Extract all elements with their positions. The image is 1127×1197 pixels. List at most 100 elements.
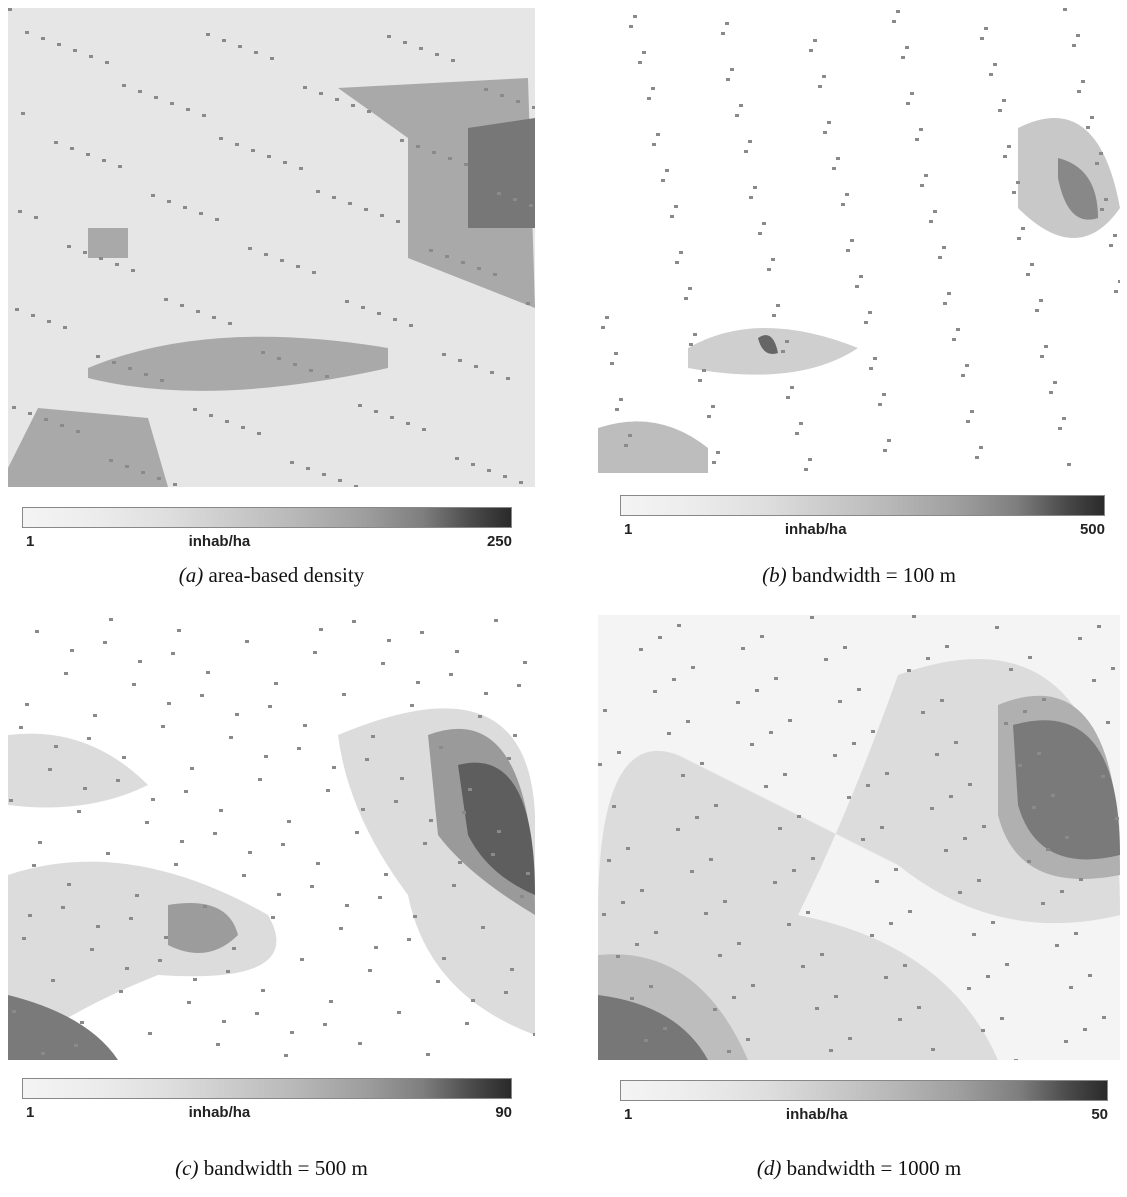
building bbox=[898, 1018, 902, 1021]
building bbox=[1037, 752, 1041, 755]
building bbox=[8, 8, 12, 11]
building bbox=[335, 98, 339, 101]
building bbox=[186, 108, 190, 111]
building bbox=[145, 821, 149, 824]
building bbox=[361, 808, 365, 811]
building bbox=[358, 1042, 362, 1045]
building bbox=[257, 432, 261, 435]
building bbox=[753, 186, 757, 189]
building bbox=[342, 693, 346, 696]
building bbox=[520, 895, 524, 898]
building bbox=[374, 946, 378, 949]
building bbox=[455, 650, 459, 653]
building bbox=[833, 754, 837, 757]
building bbox=[824, 658, 828, 661]
building bbox=[497, 830, 501, 833]
building bbox=[264, 253, 268, 256]
density-zone bbox=[88, 228, 128, 258]
building bbox=[869, 367, 873, 370]
building bbox=[847, 796, 851, 799]
building bbox=[323, 1023, 327, 1026]
building bbox=[654, 931, 658, 934]
building bbox=[274, 682, 278, 685]
building bbox=[737, 942, 741, 945]
building bbox=[880, 826, 884, 829]
building bbox=[381, 662, 385, 665]
building bbox=[322, 473, 326, 476]
scale-unit: inhab/ha bbox=[189, 533, 251, 550]
building bbox=[406, 422, 410, 425]
building bbox=[503, 475, 507, 478]
building bbox=[628, 434, 632, 437]
scale-unit: inhab/ha bbox=[786, 1106, 848, 1123]
building bbox=[368, 969, 372, 972]
building bbox=[721, 32, 725, 35]
building bbox=[138, 90, 142, 93]
building bbox=[750, 743, 754, 746]
building bbox=[332, 196, 336, 199]
building bbox=[63, 326, 67, 329]
building bbox=[980, 37, 984, 40]
color-scale bbox=[22, 507, 512, 528]
building bbox=[1076, 34, 1080, 37]
building bbox=[264, 755, 268, 758]
building bbox=[380, 214, 384, 217]
building bbox=[478, 715, 482, 718]
building bbox=[394, 800, 398, 803]
building bbox=[792, 869, 796, 872]
building bbox=[183, 206, 187, 209]
building bbox=[277, 357, 281, 360]
building bbox=[122, 756, 126, 759]
building bbox=[945, 645, 949, 648]
building bbox=[1067, 463, 1071, 466]
building bbox=[199, 212, 203, 215]
building bbox=[1009, 668, 1013, 671]
building bbox=[506, 377, 510, 380]
building bbox=[28, 914, 32, 917]
building bbox=[396, 220, 400, 223]
building bbox=[116, 779, 120, 782]
building bbox=[920, 184, 924, 187]
building bbox=[51, 979, 55, 982]
building bbox=[940, 699, 944, 702]
building bbox=[164, 298, 168, 301]
building bbox=[103, 641, 107, 644]
building bbox=[906, 102, 910, 105]
building bbox=[54, 745, 58, 748]
building bbox=[665, 169, 669, 172]
building bbox=[487, 469, 491, 472]
building bbox=[471, 463, 475, 466]
building bbox=[144, 373, 148, 376]
building bbox=[19, 726, 23, 729]
building bbox=[490, 371, 494, 374]
building bbox=[494, 619, 498, 622]
building bbox=[161, 725, 165, 728]
density-map bbox=[598, 615, 1120, 1060]
building bbox=[1106, 721, 1110, 724]
building bbox=[131, 269, 135, 272]
building bbox=[663, 1027, 667, 1030]
caption: (c) bandwidth = 500 m bbox=[142, 1156, 402, 1181]
building bbox=[25, 31, 29, 34]
building bbox=[228, 322, 232, 325]
building bbox=[57, 43, 61, 46]
building bbox=[896, 10, 900, 13]
building bbox=[921, 711, 925, 714]
building bbox=[187, 1001, 191, 1004]
building bbox=[942, 246, 946, 249]
building bbox=[180, 840, 184, 843]
building bbox=[403, 41, 407, 44]
building bbox=[776, 304, 780, 307]
building bbox=[493, 273, 497, 276]
building bbox=[1030, 263, 1034, 266]
building bbox=[280, 259, 284, 262]
building bbox=[656, 133, 660, 136]
building bbox=[1104, 198, 1108, 201]
building bbox=[158, 959, 162, 962]
building bbox=[138, 660, 142, 663]
building bbox=[105, 61, 109, 64]
caption-text: area-based density bbox=[209, 563, 365, 587]
building bbox=[926, 657, 930, 660]
building bbox=[774, 677, 778, 680]
building bbox=[711, 405, 715, 408]
